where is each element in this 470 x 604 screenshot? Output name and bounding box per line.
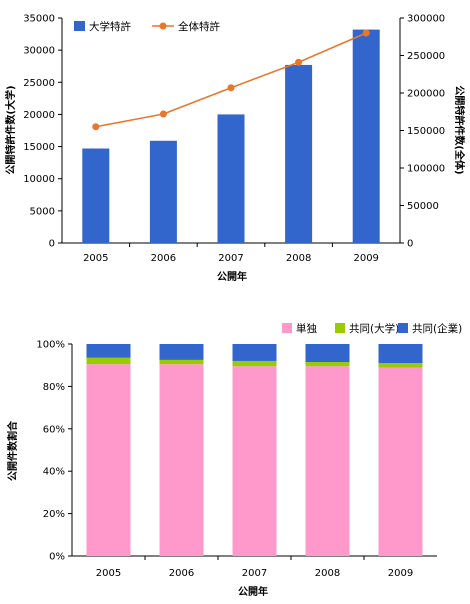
chart1-point-total xyxy=(92,123,100,131)
chart1-xtick-label: 2008 xyxy=(286,253,311,264)
chart2-segment-solo xyxy=(159,364,204,556)
chart2-legend-swatch xyxy=(282,323,292,333)
chart1-xtick-label: 2007 xyxy=(218,253,243,264)
chart1-ytick-right-label: 250000 xyxy=(407,51,445,62)
chart-filing-share: 公開年 公開件数割合 0% 20% 40% 60% 80% 100% 2005 2006 200… xyxy=(6,322,462,598)
chart1-ytick-label: 0 xyxy=(49,239,55,250)
chart2-segment-solo xyxy=(86,364,131,556)
chart1-point-total xyxy=(227,84,235,92)
chart1-ytick-label: 20000 xyxy=(23,110,55,121)
chart2-legend-swatch xyxy=(335,323,345,333)
chart-university-patents: 公開年 公開特許件数(大学) 公開特許件数(全体) 0 5000 10000 1500… xyxy=(4,14,466,284)
chart2-segment-joint-university xyxy=(159,359,204,365)
chart1-legend-label-total: 全体特許 xyxy=(178,20,220,33)
chart1-legend-swatch-university xyxy=(74,21,85,31)
chart1-bar-university xyxy=(149,140,177,243)
chart2-xtick-label: 2006 xyxy=(169,568,194,579)
chart1-legend-marker-total xyxy=(159,22,167,30)
chart1-ytick-label: 10000 xyxy=(23,174,55,185)
chart2-ytick-label: 20% xyxy=(43,509,65,520)
chart1-ytick-right-label: 100000 xyxy=(407,164,445,175)
chart1-xtick-label: 2005 xyxy=(83,253,108,264)
chart2-legend-label: 共同(大学) xyxy=(349,322,399,335)
chart1-bar-university xyxy=(285,64,313,243)
chart2-ytick-label: 60% xyxy=(43,424,65,435)
chart1-ytick-right-label: 200000 xyxy=(407,89,445,100)
chart1-ytick-right-label: 0 xyxy=(407,239,413,250)
chart2-xtick-label: 2008 xyxy=(315,568,340,579)
chart1-ylabel: 公開特許件数(大学) xyxy=(4,85,17,174)
chart1-ytick-label: 15000 xyxy=(23,142,55,153)
chart2-segment-joint-university xyxy=(86,357,131,365)
chart1-ylabel-right: 公開特許件数(全体) xyxy=(453,85,466,174)
chart1-point-total xyxy=(295,58,303,66)
chart1-bar-university xyxy=(217,114,245,243)
chart2-xlabel: 公開年 xyxy=(238,585,268,598)
chart2-segment-solo xyxy=(232,366,277,556)
chart2-legend-label: 単独 xyxy=(296,322,317,335)
chart1-ytick-right-label: 150000 xyxy=(407,126,445,137)
chart2-segment-joint-university xyxy=(378,363,423,368)
chart2-xtick-label: 2005 xyxy=(96,568,121,579)
chart2-segment-joint-company xyxy=(86,344,131,358)
chart2-ytick-label: 100% xyxy=(36,340,65,351)
chart2-segment-solo xyxy=(305,366,350,556)
chart2-segment-joint-university xyxy=(305,362,350,367)
chart2-xtick-label: 2009 xyxy=(388,568,413,579)
chart2-segment-solo xyxy=(378,367,423,556)
chart1-xtick-label: 2009 xyxy=(353,253,378,264)
chart1-xlabel: 公開年 xyxy=(217,270,247,283)
chart2-ytick-label: 80% xyxy=(43,382,65,393)
chart1-ytick-label: 5000 xyxy=(30,206,55,217)
chart1-legend-label-university: 大学特許 xyxy=(89,20,131,33)
chart2-legend-label: 共同(企業) xyxy=(412,322,462,335)
chart1-xtick-label: 2006 xyxy=(151,253,176,264)
chart1-point-total xyxy=(159,110,167,118)
chart2-legend-swatch xyxy=(398,323,408,333)
chart2-segment-joint-company xyxy=(378,344,423,364)
chart1-bar-university xyxy=(352,29,380,244)
chart2-segment-joint-company xyxy=(159,344,204,360)
chart1-point-total xyxy=(362,29,370,37)
chart1-ytick-label: 25000 xyxy=(23,78,55,89)
chart1-ytick-right-label: 50000 xyxy=(407,201,439,212)
chart1-bar-university xyxy=(82,148,110,243)
chart1-line-total xyxy=(95,32,367,128)
chart2-segment-joint-company xyxy=(305,344,350,363)
chart2-ytick-label: 0% xyxy=(49,552,65,563)
chart1-ytick-label: 30000 xyxy=(23,46,55,57)
chart2-ylabel: 公開件数割合 xyxy=(6,420,19,481)
chart1-ytick-right-label: 300000 xyxy=(407,14,445,25)
chart2-segment-joint-university xyxy=(232,360,277,367)
chart2-ytick-label: 40% xyxy=(43,467,65,478)
chart1-ytick-label: 35000 xyxy=(23,14,55,25)
chart2-segment-joint-company xyxy=(232,344,277,361)
chart2-xtick-label: 2007 xyxy=(242,568,267,579)
